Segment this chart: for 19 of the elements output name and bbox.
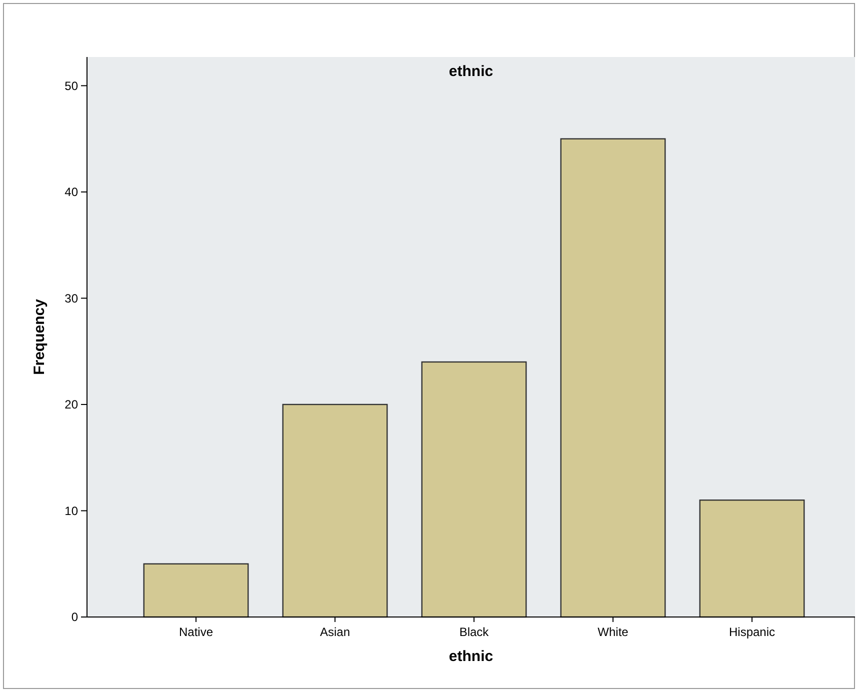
x-tick-label: Hispanic	[728, 625, 776, 639]
y-tick-label: 50	[64, 78, 78, 93]
bar	[421, 361, 527, 618]
x-tick-label: White	[598, 625, 629, 639]
y-tick-label: 0	[71, 610, 78, 624]
bar	[699, 500, 805, 618]
y-tick-label: 10	[64, 504, 78, 518]
x-tick-label: Black	[459, 625, 490, 639]
y-tick-label: 40	[64, 185, 78, 200]
x-tick-label: Asian	[320, 625, 350, 639]
bar	[143, 563, 249, 618]
y-tick-label: 30	[64, 291, 78, 306]
x-tick-label: Native	[178, 625, 214, 639]
bar	[560, 138, 666, 618]
chart-title: ethnic	[448, 63, 494, 80]
x-axis-title: ethnic	[448, 648, 494, 665]
y-tick-label: 20	[64, 398, 78, 412]
y-axis-title: Frequency	[31, 298, 48, 375]
bar	[282, 404, 388, 618]
